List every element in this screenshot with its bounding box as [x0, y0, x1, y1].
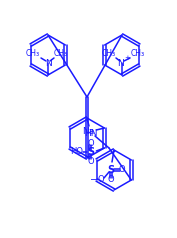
Text: +: +	[124, 55, 130, 61]
Text: HO: HO	[70, 148, 83, 157]
Text: −: −	[90, 175, 98, 185]
Text: CH₃: CH₃	[26, 50, 40, 59]
Text: N: N	[118, 59, 124, 68]
Text: CH₃: CH₃	[102, 50, 116, 59]
Text: O: O	[87, 157, 94, 165]
Text: N: N	[45, 59, 51, 68]
Text: Na: Na	[82, 127, 95, 135]
Text: HN: HN	[84, 129, 98, 139]
Text: O: O	[119, 165, 125, 174]
Text: CH₃: CH₃	[131, 50, 145, 59]
Text: O: O	[98, 175, 104, 184]
Text: S: S	[87, 147, 94, 157]
Text: CH₃: CH₃	[54, 50, 68, 59]
Text: S: S	[107, 165, 115, 175]
Text: O: O	[87, 139, 94, 148]
Text: O: O	[108, 175, 114, 184]
